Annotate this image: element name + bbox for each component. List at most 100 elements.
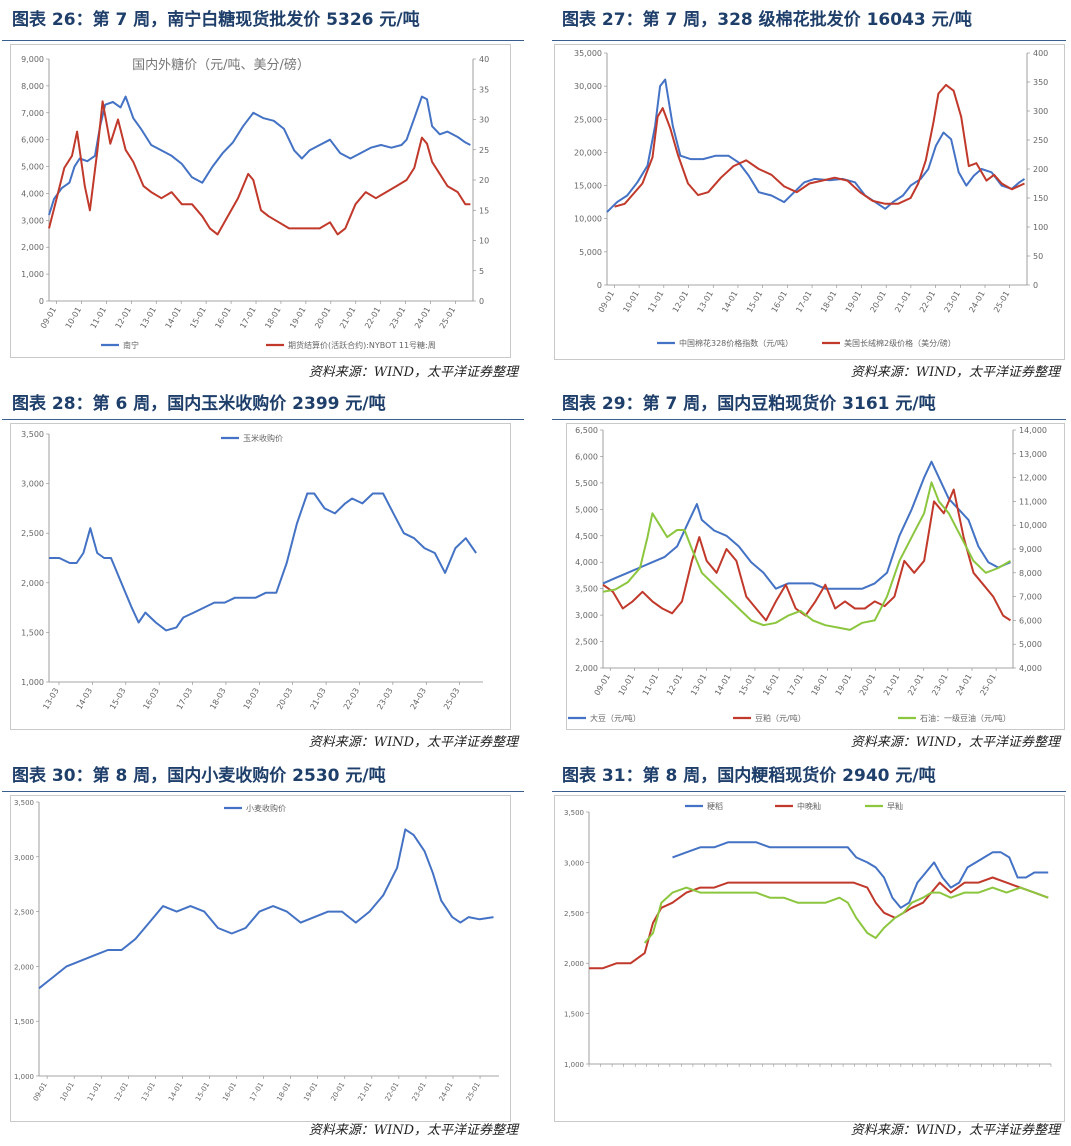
x-tick-label: 19-01 xyxy=(288,306,307,331)
chart-area: 2,000 2,500 3,000 3,500 4,000 4,500 5,000 5,500… xyxy=(566,423,1065,730)
legend-label: 粳稻 xyxy=(707,801,723,811)
x-tick-label: 14-01 xyxy=(164,306,183,331)
y2-tick-label: 400 xyxy=(1033,49,1048,58)
x-tick-label: 20-01 xyxy=(313,306,332,331)
x-tick-label: 19-01 xyxy=(302,1081,319,1103)
x-tick-label: 17-01 xyxy=(238,306,257,331)
chart-title: 图表 30：第 8 周，国内小麦收购价 2530 元/吨 xyxy=(12,766,386,786)
x-tick-label: 10-01 xyxy=(617,673,636,698)
y-tick-label: 25,000 xyxy=(574,115,602,124)
panel-27: 图表 27：第 7 周，328 级棉花批发价 16043 元/吨 0 5,000 1… xyxy=(548,0,1068,385)
y-tick-label: 5,000 xyxy=(579,248,602,257)
legend-label: 石油：一级豆油（元/吨） xyxy=(920,713,1011,723)
legend-label: 玉米收购价 xyxy=(243,433,283,443)
chart-svg: 1,000 1,500 2,000 2,500 3,000 3,500 粳稻 中晚籼 早籼 xyxy=(564,801,1052,1069)
x-tick-label: 24-01 xyxy=(954,673,973,698)
chart-title: 图表 27：第 7 周，328 级棉花批发价 16043 元/吨 xyxy=(562,10,972,30)
series-line-red xyxy=(602,488,1012,622)
title-rule xyxy=(552,791,1066,792)
x-tick-label: 19-01 xyxy=(834,673,853,698)
source-note: 资料来源：WIND，太平洋证券整理 xyxy=(850,365,1060,380)
x-tick-label: 14-03 xyxy=(75,687,94,712)
y-tick-label: 6,000 xyxy=(21,136,44,145)
y-tick-label: 3,000 xyxy=(575,611,598,620)
y2-tick-label: 0 xyxy=(479,297,484,306)
y-tick-label: 2,500 xyxy=(14,909,34,917)
y2-tick-label: 6,000 xyxy=(1019,616,1042,625)
legend-label: 小麦收购价 xyxy=(246,803,286,813)
x-tick-label: 10-01 xyxy=(621,290,640,315)
x-tick-label: 23-01 xyxy=(411,1081,428,1103)
y2-tick-label: 9,000 xyxy=(1019,545,1042,554)
legend-label: 早籼 xyxy=(887,801,903,811)
x-tick-label: 22-01 xyxy=(918,290,937,315)
chart-svg: 1,000 1,500 2,000 2,500 3,000 3,500 09-01 10-01… xyxy=(14,799,499,1103)
x-tick-label: 17-03 xyxy=(175,687,194,712)
chart-svg: 0 1,000 2,000 3,000 4,000 5,000 6,000 7,000 8,00… xyxy=(21,55,489,350)
y2-tick-label: 0 xyxy=(1033,281,1038,290)
x-tick-label: 12-01 xyxy=(665,673,684,698)
series-line-red xyxy=(48,100,471,236)
x-tick-label: 22-01 xyxy=(906,673,925,698)
x-tick-label: 23-01 xyxy=(388,306,407,331)
chart-area: 0 1,000 2,000 3,000 4,000 5,000 6,000 7,000 8,00… xyxy=(10,44,511,358)
x-tick-label: 09-01 xyxy=(597,290,616,315)
x-tick-label: 25-03 xyxy=(442,687,461,712)
panel-28: 图表 28：第 6 周，国内玉米收购价 2399 元/吨 1,000 1,500 2… xyxy=(0,386,524,758)
chart-title: 图表 28：第 6 周，国内玉米收购价 2399 元/吨 xyxy=(12,394,386,414)
y-tick-label: 3,500 xyxy=(564,809,584,817)
x-tick-label: 14-01 xyxy=(167,1081,184,1103)
legend-label: 大豆（元/吨） xyxy=(590,713,641,723)
y2-tick-label: 150 xyxy=(1033,194,1048,203)
x-tick-label: 10-01 xyxy=(64,306,83,331)
y2-tick-label: 10,000 xyxy=(1019,521,1047,530)
series-line-blue xyxy=(48,95,471,216)
x-tick-label: 10-01 xyxy=(59,1081,76,1103)
y-tick-label: 2,000 xyxy=(21,579,44,588)
panel-31: 图表 31：第 8 周，国内粳稻现货价 2940 元/吨 1,000 1,500 2… xyxy=(548,760,1068,1146)
x-tick-label: 21-03 xyxy=(308,687,327,712)
x-tick-label: 14-01 xyxy=(713,673,732,698)
y-tick-label: 2,500 xyxy=(564,910,584,918)
y-tick-label: 5,000 xyxy=(575,505,598,514)
x-tick-label: 23-03 xyxy=(375,687,394,712)
y2-tick-label: 350 xyxy=(1033,78,1048,87)
x-tick-label: 11-01 xyxy=(641,673,660,698)
legend-label: 期货结算价(活跃合约):NYBOT 11号糖:周 xyxy=(288,340,436,350)
y2-tick-label: 30 xyxy=(479,116,489,125)
y2-tick-label: 300 xyxy=(1033,107,1048,116)
x-tick-label: 18-01 xyxy=(810,673,829,698)
y-tick-label: 20,000 xyxy=(574,148,602,157)
source-note: 资料来源：WIND，太平洋证券整理 xyxy=(308,735,518,750)
legend-label: 中晚籼 xyxy=(797,801,821,811)
x-tick-label: 13-01 xyxy=(140,1081,157,1103)
x-tick-label: 11-01 xyxy=(89,306,108,331)
y-tick-label: 3,500 xyxy=(14,799,34,807)
panel-30: 图表 30：第 8 周，国内小麦收购价 2530 元/吨 1,000 1,500 2… xyxy=(0,760,524,1146)
y2-tick-label: 8,000 xyxy=(1019,569,1042,578)
y2-tick-label: 7,000 xyxy=(1019,593,1042,602)
title-rule xyxy=(2,419,524,420)
x-tick-label: 20-01 xyxy=(868,290,887,315)
y-tick-label: 8,000 xyxy=(21,82,44,91)
x-tick-label: 14-01 xyxy=(720,290,739,315)
chart-area: 1,000 1,500 2,000 2,500 3,000 3,500 09-01 10-01… xyxy=(10,795,511,1122)
chart-area: 1,000 1,500 2,000 2,500 3,000 3,500 粳稻 中晚籼 早籼 xyxy=(554,795,1065,1122)
x-tick-label: 15-01 xyxy=(194,1081,211,1103)
chart-svg: 0 5,000 10,000 15,000 20,000 25,000 30,000 35,0… xyxy=(574,49,1048,348)
y-tick-label: 2,000 xyxy=(575,664,598,673)
y2-tick-label: 50 xyxy=(1033,252,1043,261)
x-tick-label: 24-01 xyxy=(967,290,986,315)
y2-tick-label: 20 xyxy=(479,176,489,185)
x-tick-label: 20-01 xyxy=(858,673,877,698)
legend-label: 美国长绒棉2级价格（美分/磅） xyxy=(844,338,956,348)
x-tick-label: 09-01 xyxy=(32,1081,49,1103)
panel-26: 图表 26：第 7 周，南宁白糖现货批发价 5326 元/吨 0 1,000 2,0… xyxy=(0,0,524,385)
x-tick-label: 25-01 xyxy=(465,1081,482,1103)
y2-tick-label: 40 xyxy=(479,55,489,64)
y-tick-label: 4,000 xyxy=(21,189,44,198)
y-tick-label: 3,000 xyxy=(14,854,34,862)
series-line-blue xyxy=(672,841,1049,909)
title-rule xyxy=(552,419,1066,420)
y2-tick-label: 250 xyxy=(1033,136,1048,145)
